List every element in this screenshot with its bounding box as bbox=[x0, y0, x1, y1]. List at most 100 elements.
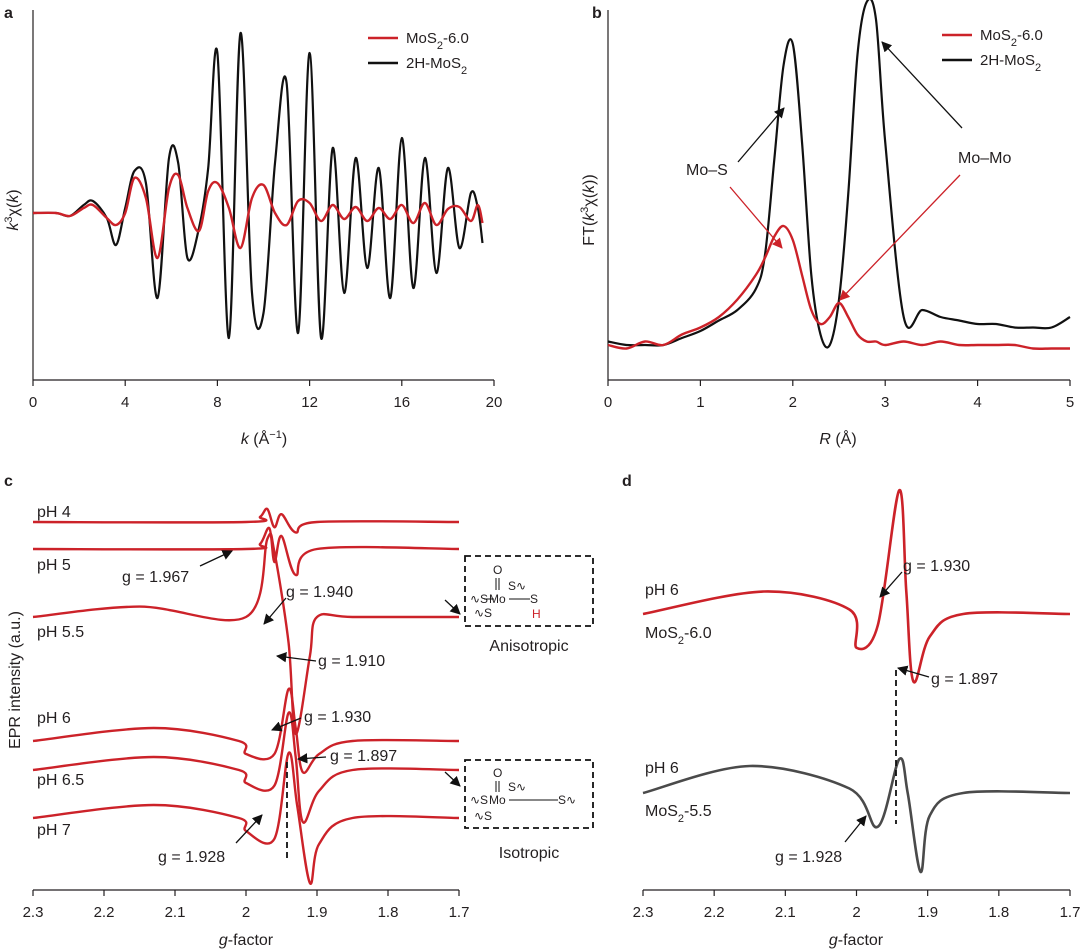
panel-c-x-tick-label: 2 bbox=[242, 904, 250, 921]
panel-a-xlabel: k (Å−1) bbox=[241, 429, 287, 448]
legend-label-2h-mos2: 2H-MoS2 bbox=[406, 55, 467, 77]
legend-label-2h-mos2: 2H-MoS2 bbox=[980, 52, 1041, 74]
structure-label-isotropic: Isotropic bbox=[499, 845, 559, 862]
trace-label-mos2-5-5: MoS2-5.5 bbox=[645, 803, 712, 825]
arrow-g-1940 bbox=[263, 597, 287, 625]
series-line-mos2-6 bbox=[607, 224, 1070, 350]
panel-b: b FT(k3χ(k)) R (Å) 0 1 2 3 4 5 MoS2-6.0 2H-Mo… bbox=[579, 0, 1074, 448]
epr-trace-mos2-5-5 bbox=[642, 757, 1071, 874]
series-line-mos2-6 bbox=[32, 172, 484, 260]
epr-trace-ph-7 bbox=[32, 751, 460, 885]
arrow-g-1928 bbox=[235, 814, 263, 844]
panel-b-x-tick-label: 1 bbox=[696, 394, 704, 411]
panel-d-traces bbox=[642, 488, 1071, 874]
atom-mo: Mo bbox=[489, 793, 506, 807]
panel-d-x-tick-label: 1.9 bbox=[917, 904, 938, 921]
legend-label-mos2-6: MoS2-6.0 bbox=[406, 30, 469, 52]
panel-c-x-tick-label: 2.3 bbox=[23, 904, 44, 921]
epr-trace-ph-4 bbox=[32, 507, 460, 534]
atom-s-left: ∿S bbox=[470, 793, 488, 807]
atom-s-right: S bbox=[530, 592, 538, 606]
panel-c-letter: c bbox=[4, 473, 13, 490]
panel-b-x-tick-label: 3 bbox=[881, 394, 889, 411]
panel-d-x-tick-label: 1.7 bbox=[1060, 904, 1080, 921]
atom-s-bottom: ∿S bbox=[474, 809, 492, 823]
arrow-g-1897 bbox=[897, 665, 930, 678]
panel-a-x-tick-label: 8 bbox=[213, 394, 221, 411]
atom-o: O bbox=[493, 766, 502, 780]
arrow-g-1897 bbox=[296, 753, 327, 764]
arrow-g-1910 bbox=[275, 652, 317, 663]
panel-c-ticks: 2.3 2.2 2.1 2 1.9 1.8 1.7 bbox=[23, 890, 469, 921]
g-label-1930: g = 1.930 bbox=[903, 558, 970, 575]
legend-label-mos2-6: MoS2-6.0 bbox=[980, 27, 1043, 49]
g-label-1910: g = 1.910 bbox=[318, 653, 385, 670]
panel-d-letter: d bbox=[622, 473, 632, 490]
panel-d-x-tick-label: 2.3 bbox=[633, 904, 654, 921]
panel-c-xlabel: g-factor bbox=[219, 932, 274, 949]
series-line-2h-mos2 bbox=[32, 31, 484, 340]
arrow-mo-s-red bbox=[729, 186, 783, 249]
trace-label-ph5-5: pH 5.5 bbox=[37, 624, 84, 641]
panel-c-x-tick-label: 2.2 bbox=[94, 904, 115, 921]
structure-box-anisotropic bbox=[464, 555, 594, 627]
trace-label-ph5: pH 5 bbox=[37, 557, 71, 574]
panel-b-letter: b bbox=[592, 5, 602, 22]
panel-a-x-tick-label: 4 bbox=[121, 394, 129, 411]
arrow-g-1930 bbox=[271, 717, 302, 732]
atom-s-bottom: ∿S bbox=[474, 606, 492, 620]
atom-s-left: ∿S bbox=[470, 592, 488, 606]
atom-s-right: S∿ bbox=[558, 793, 576, 807]
panel-d-x-tick-label: 2.2 bbox=[704, 904, 725, 921]
panel-a-ylabel: k3χ(k) bbox=[3, 189, 22, 230]
panel-a-legend: MoS2-6.0 2H-MoS2 bbox=[368, 30, 469, 77]
panel-d-ticks: 2.3 2.2 2.1 2 1.9 1.8 1.7 bbox=[633, 890, 1080, 921]
panel-a-x-tick-label: 12 bbox=[301, 394, 318, 411]
panel-d-x-tick-label: 2 bbox=[852, 904, 860, 921]
arrow-mo-mo-red bbox=[839, 174, 961, 301]
panel-c-traces bbox=[32, 507, 460, 885]
panel-b-ticks: 0 1 2 3 4 5 bbox=[604, 380, 1074, 411]
epr-trace-ph-5-5 bbox=[32, 532, 459, 736]
arrow-to-ph6-5 bbox=[444, 771, 461, 787]
structure-label-anisotropic: Anisotropic bbox=[489, 638, 568, 655]
panel-a-x-tick-label: 20 bbox=[486, 394, 503, 411]
atom-s-top: S∿ bbox=[508, 579, 526, 593]
series-line-2h-mos2 bbox=[607, 0, 1071, 349]
panel-a-letter: a bbox=[4, 5, 13, 22]
panel-d-x-tick-label: 2.1 bbox=[775, 904, 796, 921]
panel-d: d g-factor 2.3 2.2 2.1 2 1.9 1.8 1.7 pH 6 MoS2… bbox=[622, 473, 1080, 949]
arrow-mo-mo-black bbox=[881, 41, 963, 129]
panel-c-x-tick-label: 2.1 bbox=[165, 904, 186, 921]
panel-a-x-tick-label: 0 bbox=[29, 394, 37, 411]
arrow-to-ph5-5 bbox=[444, 599, 461, 615]
structure-isotropic: O ∿S Mo S∿ S∿ ∿S Isotropic bbox=[444, 759, 594, 862]
g-label-1930: g = 1.930 bbox=[304, 709, 371, 726]
g-label-1940: g = 1.940 bbox=[286, 584, 353, 601]
panel-a: a k3χ(k) k (Å−1) 0 4 8 12 16 20 MoS2-6.0 2H-M… bbox=[3, 5, 502, 448]
trace-label-ph6: pH 6 bbox=[37, 710, 71, 727]
epr-trace-ph-6-5 bbox=[32, 711, 460, 824]
arrow-g-1928 bbox=[844, 815, 867, 843]
trace-label-ph4: pH 4 bbox=[37, 504, 71, 521]
structure-box-isotropic bbox=[464, 759, 594, 829]
epr-trace-ph-5 bbox=[32, 526, 460, 577]
panel-c: c EPR intensity (a.u.) g-factor 2.3 2.2 2.… bbox=[4, 473, 594, 949]
epr-trace-ph-6 bbox=[32, 687, 460, 775]
arrow-g-1930 bbox=[879, 571, 903, 598]
panel-b-x-tick-label: 2 bbox=[789, 394, 797, 411]
trace-label-ph6-top: pH 6 bbox=[645, 582, 679, 599]
atom-h: H bbox=[532, 607, 541, 621]
panel-b-xlabel: R (Å) bbox=[819, 429, 856, 448]
trace-label-ph6-5: pH 6.5 bbox=[37, 772, 84, 789]
panel-d-x-tick-label: 1.8 bbox=[988, 904, 1009, 921]
arrow-g-1967 bbox=[199, 550, 233, 567]
panel-c-ylabel: EPR intensity (a.u.) bbox=[7, 611, 24, 749]
annotation-mo-s: Mo–S bbox=[686, 162, 728, 179]
arrow-mo-s-black bbox=[737, 107, 785, 163]
panel-b-x-tick-label: 0 bbox=[604, 394, 612, 411]
g-label-1928: g = 1.928 bbox=[158, 849, 225, 866]
trace-label-ph7: pH 7 bbox=[37, 822, 71, 839]
g-label-1928: g = 1.928 bbox=[775, 849, 842, 866]
